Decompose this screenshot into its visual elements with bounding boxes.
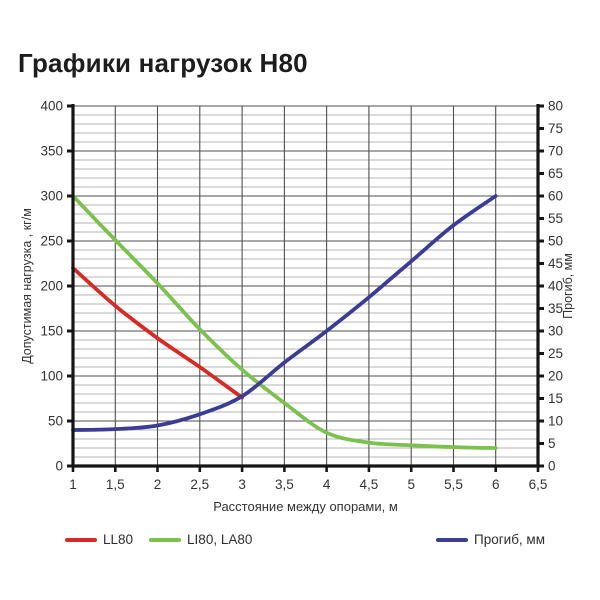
svg-text:30: 30: [548, 324, 563, 339]
svg-text:40: 40: [548, 279, 563, 294]
svg-text:80: 80: [548, 99, 563, 114]
svg-text:4,5: 4,5: [360, 477, 379, 492]
axis-ticks: [67, 104, 544, 472]
axis-titles: Расстояние между опорами, м Допустимая на…: [20, 208, 575, 514]
series-line-li80-la80: [71, 194, 498, 450]
svg-text:250: 250: [40, 234, 63, 249]
legend-item-deflection: Прогиб, мм: [436, 532, 545, 547]
svg-text:65: 65: [548, 166, 563, 181]
green-line-swatch-icon: [149, 537, 182, 542]
svg-text:Расстояние между опорами, м: Расстояние между опорами, м: [213, 499, 398, 514]
svg-text:10: 10: [548, 414, 563, 429]
svg-text:25: 25: [548, 346, 563, 361]
svg-text:100: 100: [40, 369, 63, 384]
svg-text:50: 50: [548, 234, 563, 249]
svg-text:300: 300: [40, 189, 63, 204]
svg-text:2,5: 2,5: [190, 477, 209, 492]
svg-text:3: 3: [238, 477, 246, 492]
svg-text:5: 5: [548, 436, 556, 451]
series-line--: [71, 194, 498, 432]
chart-title: Графики нагрузок Н80: [18, 48, 308, 78]
chart-legend: LL80 LI80, LA80 Прогиб, мм: [0, 532, 600, 547]
legend-item-ll80: LL80: [65, 532, 133, 547]
svg-text:0: 0: [548, 459, 556, 474]
svg-text:45: 45: [548, 256, 563, 271]
blue-line-swatch-icon: [436, 537, 469, 542]
svg-text:150: 150: [40, 324, 63, 339]
svg-text:5: 5: [407, 477, 415, 492]
svg-text:1: 1: [69, 477, 77, 492]
y-axis-right-title: Прогиб, мм: [561, 253, 575, 319]
svg-text:75: 75: [548, 121, 563, 136]
svg-text:2: 2: [154, 477, 162, 492]
svg-text:35: 35: [548, 301, 563, 316]
svg-text:55: 55: [548, 211, 563, 226]
series-lines: [71, 194, 498, 450]
svg-text:350: 350: [40, 144, 63, 159]
series-line-ll80: [71, 266, 244, 400]
svg-text:6,5: 6,5: [529, 477, 548, 492]
legend-label-li80-la80: LI80, LA80: [187, 532, 253, 547]
red-line-swatch-icon: [65, 537, 97, 542]
svg-text:20: 20: [548, 369, 563, 384]
y-axis-left-title: Допустимая нагрузка , кг/м: [20, 208, 34, 364]
svg-text:3,5: 3,5: [275, 477, 294, 492]
svg-text:400: 400: [40, 99, 63, 114]
svg-text:0: 0: [55, 459, 63, 474]
svg-text:1,5: 1,5: [106, 477, 125, 492]
tick-labels: 0501001502002503003504000510152025303540…: [40, 99, 563, 493]
legend-label-deflection: Прогиб, мм: [474, 532, 545, 547]
svg-text:200: 200: [40, 279, 63, 294]
svg-text:50: 50: [48, 414, 63, 429]
svg-text:15: 15: [548, 391, 563, 406]
gridlines-major: [73, 105, 538, 422]
legend-label-ll80: LL80: [103, 532, 134, 547]
svg-text:5,5: 5,5: [444, 477, 463, 492]
svg-text:6: 6: [492, 477, 500, 492]
svg-text:70: 70: [548, 144, 563, 159]
legend-item-li80-la80: LI80, LA80: [149, 532, 252, 547]
svg-text:60: 60: [548, 189, 563, 204]
svg-text:4: 4: [323, 477, 331, 492]
